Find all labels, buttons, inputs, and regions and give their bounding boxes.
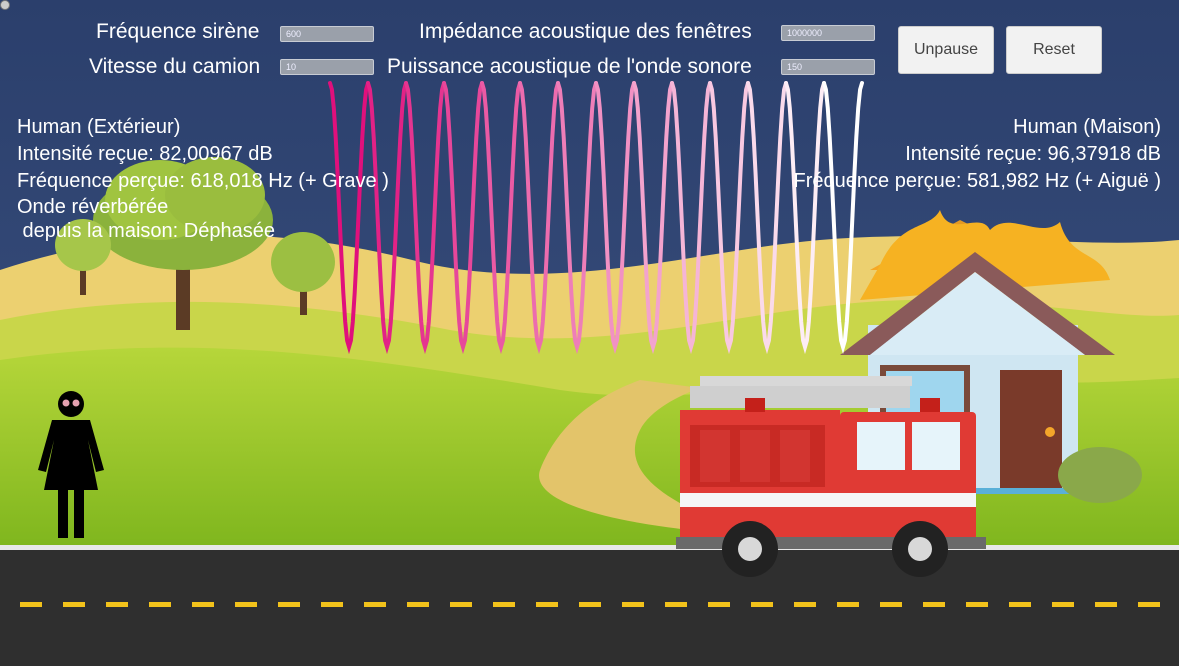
lane-dash (20, 602, 42, 607)
wave-cycle (518, 81, 560, 355)
wave-cycle (670, 81, 712, 355)
wave-cycle (328, 81, 370, 355)
lane-dash (837, 602, 859, 607)
unpause-button[interactable]: Unpause (898, 26, 994, 74)
lane-dash (880, 602, 902, 607)
fire-truck (676, 376, 986, 577)
lane-dash (622, 602, 644, 607)
lane-dash (493, 602, 515, 607)
lane-dash (966, 602, 988, 607)
truck-speed-label: Vitesse du camion (89, 55, 261, 78)
lane-dash (665, 602, 687, 607)
human-house-intensity: Intensité reçue: 96,37918 dB (905, 143, 1161, 165)
human-outside-panel: Human (Extérieur) Intensité reçue: 82,00… (17, 114, 389, 243)
wave-cycle (708, 81, 750, 355)
lane-dash (192, 602, 214, 607)
lane-dash (794, 602, 816, 607)
lane-dash (63, 602, 85, 607)
human-house-title: Human (Maison) (1013, 116, 1161, 138)
window-impedance-input[interactable]: 1000000 (781, 25, 875, 41)
wave-cycle (404, 81, 446, 355)
human-house-panel: Human (Maison) Intensité reçue: 96,37918… (794, 114, 1161, 195)
wave-cycle (594, 81, 636, 355)
lane-dash (278, 602, 300, 607)
lane-dash (149, 602, 171, 607)
tree-small-middle (271, 232, 335, 315)
lane-dash (579, 602, 601, 607)
lane-dash (1052, 602, 1074, 607)
lane-dash (1138, 602, 1160, 607)
wave-cycle (366, 81, 408, 355)
wave-cycle (632, 81, 674, 355)
lane-dash (708, 602, 730, 607)
window-corner-icon[interactable] (0, 0, 10, 10)
lane-dash (450, 602, 472, 607)
tree-large (93, 157, 273, 330)
human-outside-reverb-line1: Onde réverbérée (17, 196, 169, 218)
lane-dash (751, 602, 773, 607)
human-house-frequency: Fréquence perçue: 581,982 Hz (+ Aiguë ) (793, 170, 1161, 192)
lane-dash (106, 602, 128, 607)
sidewalk-line (0, 545, 1179, 550)
lane-dash (923, 602, 945, 607)
human-outside-figure (38, 391, 104, 538)
human-outside-title: Human (Extérieur) (17, 116, 181, 138)
truck-speed-input[interactable]: 10 (280, 59, 374, 75)
lane-markings (20, 602, 1160, 607)
wave-cycle (480, 81, 522, 355)
human-outside-frequency: Fréquence perçue: 618,018 Hz (+ Grave ) (17, 170, 389, 192)
human-outside-intensity: Intensité reçue: 82,00967 dB (17, 143, 273, 165)
wave-cycle (442, 81, 484, 355)
wave-cycle (822, 81, 864, 355)
sound-wave (328, 81, 864, 355)
tree-small-left (55, 219, 111, 295)
road (0, 550, 1179, 666)
lane-dash (407, 602, 429, 607)
lane-dash (321, 602, 343, 607)
window-impedance-label: Impédance acoustique des fenêtres (419, 20, 752, 43)
wave-power-input[interactable]: 150 (781, 59, 875, 75)
wave-cycle (556, 81, 598, 355)
wave-power-label: Puissance acoustique de l'onde sonore (387, 55, 752, 78)
wave-cycle (746, 81, 788, 355)
human-outside-reverb-line2: depuis la maison: Déphasée (17, 220, 275, 242)
lane-dash (1009, 602, 1031, 607)
reset-button[interactable]: Reset (1006, 26, 1102, 74)
siren-frequency-input[interactable]: 600 (280, 26, 374, 42)
dirt-path (539, 380, 740, 530)
lane-dash (1095, 602, 1117, 607)
wave-cycle (784, 81, 826, 355)
siren-frequency-label: Fréquence sirène (96, 20, 260, 43)
lane-dash (536, 602, 558, 607)
lane-dash (235, 602, 257, 607)
lane-dash (364, 602, 386, 607)
